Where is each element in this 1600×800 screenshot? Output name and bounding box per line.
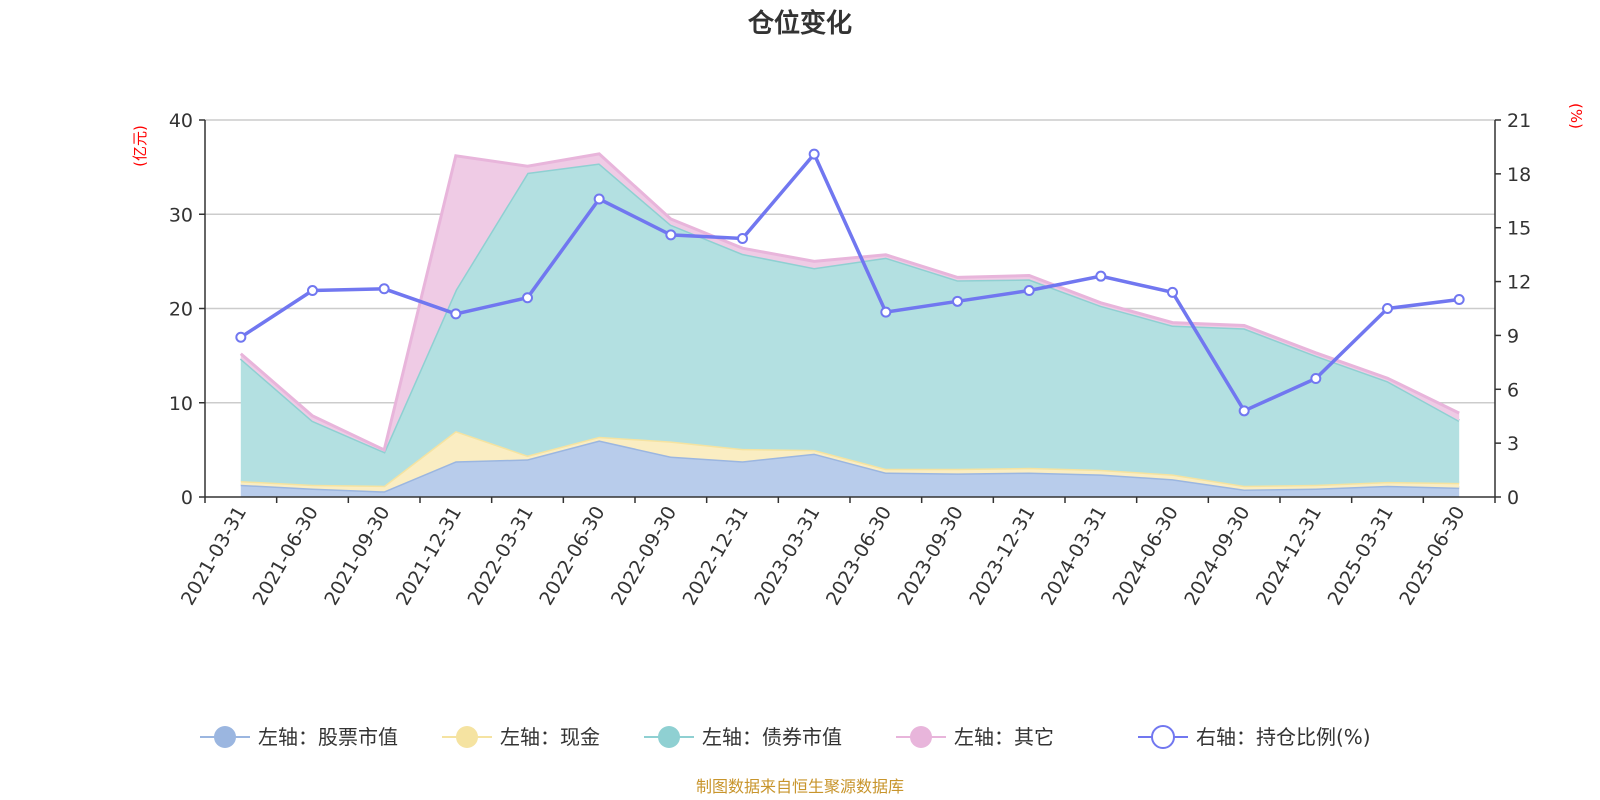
ratio-point: [880, 306, 892, 318]
x-tick-label: 2022-03-31: [464, 503, 538, 610]
ratio-point: [665, 229, 677, 241]
chart-title: 仓位变化: [747, 8, 852, 39]
area-左轴：现金: [240, 431, 1460, 492]
x-tick-label: 2023-06-30: [822, 503, 896, 610]
legend-item[interactable]: 左轴：债券市值: [644, 725, 842, 749]
x-tick-label: 2022-09-30: [607, 503, 681, 610]
left-tick-label: 30: [169, 204, 193, 226]
left-tick-label: 0: [181, 487, 193, 509]
right-tick-label: 0: [1507, 487, 1519, 509]
x-tick-label: 2025-03-31: [1324, 503, 1398, 610]
ratio-point: [1382, 303, 1393, 314]
left-tick-label: 40: [169, 110, 193, 132]
right-axis-unit: (%): [1567, 103, 1585, 129]
right-tick-label: 18: [1507, 164, 1531, 186]
ratio-point: [952, 295, 963, 307]
area-左轴：债券市值: [240, 163, 1460, 486]
x-tick-label: 2023-09-30: [894, 503, 968, 610]
source-note: 制图数据来自恒生聚源数据库: [696, 777, 904, 796]
legend-circle-marker: [658, 726, 680, 748]
x-tick-label: 2024-12-31: [1252, 503, 1326, 610]
legend-item[interactable]: 右轴：持仓比例(%): [1138, 725, 1371, 749]
ratio-point: [1167, 286, 1178, 298]
right-tick-label: 9: [1507, 325, 1519, 347]
legend-label: 左轴：其它: [954, 725, 1054, 749]
right-axis-ticks: 0 3 6 9 12 15 18 21: [1495, 110, 1531, 509]
right-tick-label: 3: [1507, 433, 1519, 455]
ratio-point: [1238, 405, 1250, 417]
ratio-point: [1095, 270, 1107, 282]
x-tick-label: 2021-09-30: [320, 503, 394, 610]
x-tick-label: 2024-09-30: [1180, 503, 1254, 610]
x-tick-label: 2025-06-30: [1395, 503, 1469, 610]
x-axis-ticks: 2021-03-312021-06-302021-09-302021-12-31…: [177, 497, 1496, 610]
ratio-point: [235, 331, 247, 343]
x-tick-label: 2023-12-31: [965, 503, 1039, 610]
right-tick-label: 21: [1507, 110, 1531, 132]
x-tick-label: 2022-06-30: [535, 503, 609, 610]
x-tick-label: 2021-06-30: [249, 503, 323, 610]
area-左轴：股票市值: [240, 440, 1460, 497]
left-tick-label: 10: [169, 393, 193, 415]
ratio-point: [593, 193, 605, 205]
legend-label: 左轴：债券市值: [702, 725, 842, 749]
legend-label: 右轴：持仓比例(%): [1196, 725, 1371, 749]
legend-item[interactable]: 左轴：现金: [442, 725, 600, 749]
legend-item[interactable]: 左轴：股票市值: [200, 725, 398, 749]
area-edge-左轴：其它: [239, 152, 1460, 453]
ratio-point: [522, 292, 533, 304]
legend-circle-marker: [214, 726, 236, 748]
ratio-point: [450, 308, 462, 320]
legend-circle-marker: [456, 726, 478, 748]
ratio-line-path: [239, 150, 1460, 414]
left-tick-label: 20: [169, 299, 193, 321]
ratio-line: [235, 148, 1465, 417]
x-tick-label: 2021-03-31: [177, 503, 251, 610]
x-tick-label: 2021-12-31: [392, 503, 466, 610]
x-tick-label: 2023-03-31: [750, 503, 824, 610]
ratio-point: [378, 283, 390, 295]
x-tick-label: 2024-03-31: [1037, 503, 1111, 610]
right-tick-label: 6: [1507, 379, 1519, 401]
ratio-point: [1023, 285, 1035, 297]
legend-label: 左轴：股票市值: [258, 725, 398, 749]
right-tick-label: 12: [1507, 272, 1531, 294]
x-tick-label: 2022-12-31: [679, 503, 753, 610]
legend-circle-marker: [910, 726, 932, 748]
right-tick-label: 15: [1507, 218, 1531, 240]
legend-label: 左轴：现金: [500, 725, 600, 749]
ratio-point: [307, 285, 318, 297]
ratio-point: [808, 148, 820, 160]
left-axis-ticks: 0 10 20 30 40: [169, 110, 205, 509]
left-axis-unit: (亿元): [131, 125, 149, 167]
ratio-point: [1310, 373, 1322, 385]
stacked-areas: [239, 152, 1460, 497]
legend-circle-marker: [1151, 725, 1175, 749]
legend[interactable]: 左轴：股票市值 左轴：现金 左轴：债券市值 左轴：其它 右轴：持仓比例(%): [200, 725, 1371, 749]
ratio-point: [737, 232, 748, 244]
x-tick-label: 2024-06-30: [1109, 503, 1183, 610]
ratio-point: [1453, 294, 1465, 306]
legend-item[interactable]: 左轴：其它: [896, 725, 1054, 749]
